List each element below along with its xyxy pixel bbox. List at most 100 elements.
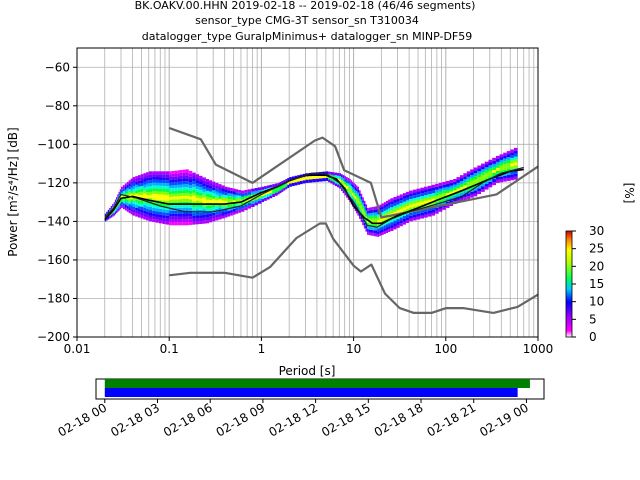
density-cell [177, 173, 181, 177]
density-cell [195, 197, 200, 201]
density-cell [177, 176, 181, 180]
density-cell [352, 189, 354, 193]
density-cell [405, 200, 410, 204]
density-cell [390, 219, 394, 223]
density-cell [503, 152, 507, 156]
density-cell [453, 190, 457, 193]
density-cell [488, 179, 493, 182]
y-tick-label: −180 [37, 291, 70, 305]
density-cell [354, 205, 357, 209]
density-cell [289, 180, 292, 184]
density-cell [137, 203, 141, 207]
density-cell [137, 214, 141, 218]
density-cell [174, 190, 178, 194]
density-cell [232, 200, 236, 204]
density-cell [130, 190, 133, 194]
density-cell [155, 216, 159, 220]
density-cell [367, 216, 369, 220]
timeline-tick-label: 02-19 00 [477, 400, 531, 439]
density-cell [132, 180, 136, 184]
density-cell [453, 198, 457, 202]
density-cell [140, 215, 144, 219]
density-cell [368, 213, 371, 216]
density-cell [466, 185, 471, 188]
density-cell [363, 203, 366, 207]
density-cell [373, 215, 376, 219]
density-cell [209, 211, 213, 214]
density-cell [137, 180, 141, 184]
density-cell [510, 174, 514, 178]
density-cell [199, 201, 203, 205]
density-cell [427, 196, 432, 200]
density-cell [215, 208, 219, 212]
density-cell [171, 216, 175, 220]
density-cell [180, 172, 183, 176]
density-cell [473, 187, 478, 191]
density-cell [146, 211, 149, 215]
density-cell [373, 206, 376, 210]
density-cell [124, 186, 127, 190]
density-cell [244, 195, 248, 199]
density-cell [349, 187, 351, 191]
density-cell [124, 204, 127, 208]
density-cell [470, 194, 474, 198]
density-cell [215, 200, 219, 204]
density-cell [383, 213, 386, 217]
density-cell [368, 232, 371, 236]
density-cell [449, 197, 454, 201]
density-cell [435, 195, 439, 199]
density-cell [492, 163, 496, 167]
density-cell [152, 188, 156, 192]
density-cell [169, 216, 172, 220]
density-cell [135, 190, 138, 194]
density-cell [180, 190, 183, 194]
density-cell [185, 219, 189, 223]
density-cell [456, 182, 460, 186]
density-cell [420, 193, 425, 197]
density-cell [209, 208, 213, 212]
density-cell [332, 175, 335, 179]
density-cell [182, 190, 186, 194]
density-cell [356, 210, 358, 214]
density-cell [188, 193, 193, 197]
density-cell [119, 192, 121, 195]
density-cell [171, 219, 175, 223]
density-cell [118, 204, 120, 208]
density-cell [396, 204, 400, 208]
density-cell [137, 189, 141, 193]
density-cell [350, 189, 353, 193]
density-cell [117, 205, 119, 209]
density-cell [285, 186, 288, 190]
density-cell [155, 196, 159, 200]
density-cell [182, 213, 186, 217]
density-cell [119, 203, 121, 207]
density-cell [113, 212, 115, 216]
density-cell [393, 226, 397, 230]
density-cell [506, 174, 511, 178]
density-cell [367, 231, 369, 235]
density-cell [155, 182, 159, 186]
density-cell [174, 196, 178, 200]
density-cell [218, 192, 222, 196]
density-cell [130, 208, 133, 212]
density-cell [232, 188, 236, 192]
density-cell [148, 215, 153, 219]
density-cell [116, 207, 118, 211]
density-cell [146, 183, 149, 187]
density-cell [169, 219, 172, 223]
density-cell [305, 179, 309, 183]
density-cell [367, 210, 369, 214]
density-cell [182, 187, 186, 191]
density-cell [221, 191, 225, 195]
density-cell [470, 191, 474, 195]
density-cell [373, 227, 376, 231]
density-cell [409, 193, 413, 197]
density-cell [165, 218, 170, 222]
density-cell [510, 157, 514, 161]
timeline-tick-label: 02-18 06 [161, 400, 215, 439]
density-cell [470, 183, 474, 187]
density-cell [431, 207, 436, 211]
density-cell [513, 176, 518, 180]
density-cell [188, 216, 193, 220]
density-cell [215, 205, 219, 209]
